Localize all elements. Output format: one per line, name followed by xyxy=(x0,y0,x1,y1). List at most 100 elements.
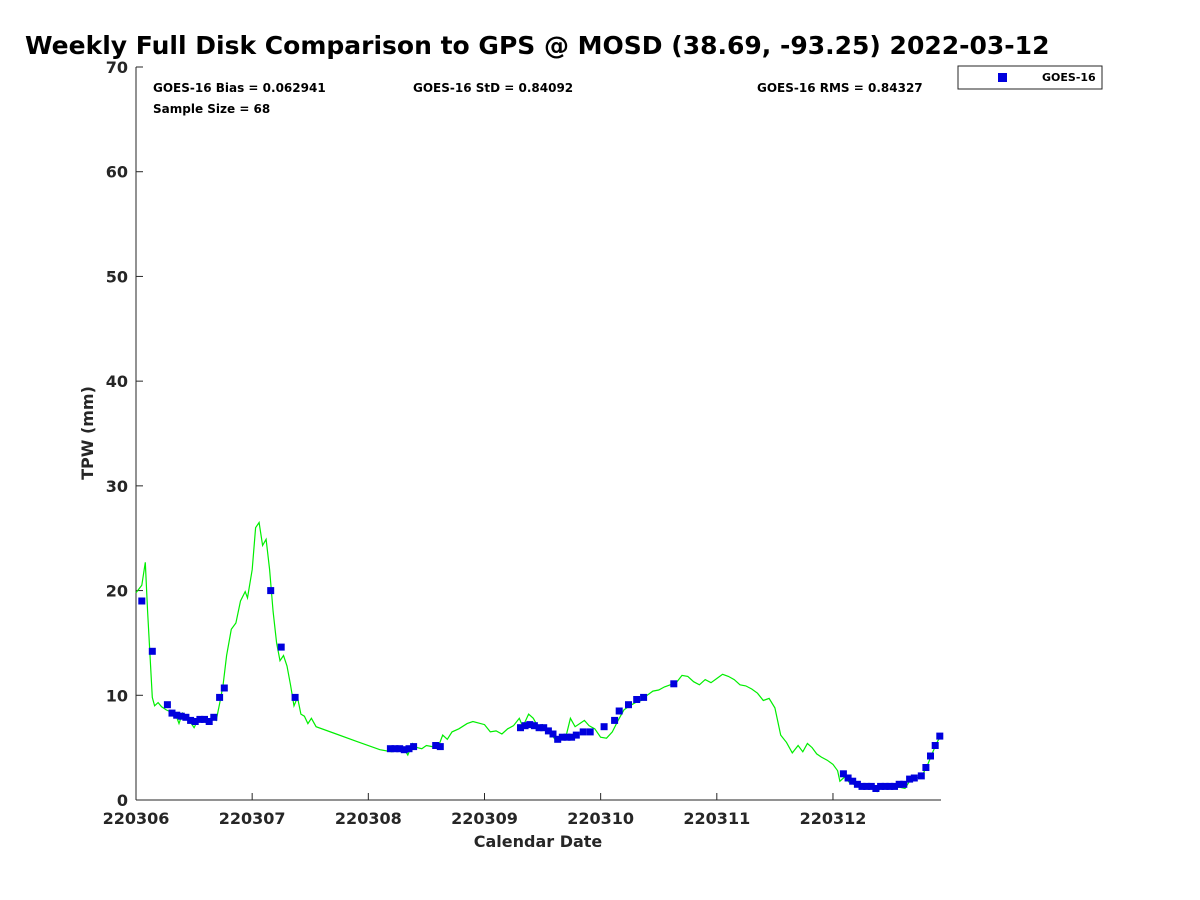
data-point xyxy=(544,727,552,735)
x-tick-label: 220310 xyxy=(567,809,634,828)
data-point xyxy=(917,772,925,780)
x-axis-label: Calendar Date xyxy=(474,832,603,851)
data-point xyxy=(640,693,648,701)
data-point xyxy=(277,643,285,651)
legend-marker xyxy=(998,73,1007,82)
data-point xyxy=(853,780,861,788)
data-point xyxy=(291,693,299,701)
goes16-marker-series xyxy=(138,587,944,792)
data-point xyxy=(201,715,208,723)
data-point xyxy=(549,730,557,738)
bias-stat: GOES-16 Bias = 0.062941 xyxy=(153,81,326,95)
data-point xyxy=(615,707,623,715)
data-point xyxy=(400,746,408,754)
data-point xyxy=(670,680,678,688)
data-point xyxy=(405,745,413,753)
plot-area xyxy=(135,67,941,801)
y-axis-label: TPW (mm) xyxy=(78,386,97,480)
data-point xyxy=(210,713,218,721)
data-point xyxy=(881,782,889,790)
data-point xyxy=(931,742,939,749)
y-tick-label: 70 xyxy=(106,58,128,77)
y-tick-label: 20 xyxy=(106,582,128,601)
data-point xyxy=(872,785,880,792)
data-point xyxy=(936,732,944,740)
data-point xyxy=(521,722,529,730)
data-point xyxy=(535,724,543,732)
data-point xyxy=(877,782,885,790)
data-point xyxy=(906,775,914,783)
data-point xyxy=(863,782,871,790)
legend: GOES-16 xyxy=(957,65,1103,90)
y-ticks: 0 10 20 30 40 50 60 70 xyxy=(106,58,143,810)
data-point xyxy=(187,716,195,724)
data-point xyxy=(849,777,857,785)
data-point xyxy=(267,587,275,595)
legend-label: GOES-16 xyxy=(1042,71,1096,84)
x-tick-label: 220306 xyxy=(103,809,170,828)
data-point xyxy=(922,764,930,771)
data-point xyxy=(148,647,156,655)
data-point xyxy=(611,716,619,724)
chart-title: Weekly Full Disk Comparison to GPS @ MOS… xyxy=(25,31,1049,60)
data-point xyxy=(839,770,847,778)
x-tick-label: 220307 xyxy=(219,809,286,828)
data-point xyxy=(563,733,571,741)
data-point xyxy=(396,745,404,753)
data-point xyxy=(558,733,566,741)
x-tick-label: 220308 xyxy=(335,809,402,828)
data-point xyxy=(138,597,146,605)
data-point xyxy=(927,752,934,760)
data-point xyxy=(182,713,190,721)
data-point xyxy=(554,735,562,743)
data-point xyxy=(177,712,185,720)
data-point xyxy=(530,722,538,730)
data-point xyxy=(191,718,199,725)
data-point xyxy=(867,782,875,790)
data-point xyxy=(517,724,524,732)
data-point xyxy=(572,731,580,739)
data-point xyxy=(895,780,903,788)
data-point xyxy=(633,696,641,703)
gps-tpw-line xyxy=(135,520,942,793)
data-point xyxy=(910,774,918,782)
y-tick-label: 60 xyxy=(106,163,128,182)
data-point xyxy=(900,780,908,788)
data-point xyxy=(844,774,852,782)
y-tick-label: 50 xyxy=(106,267,128,286)
data-point xyxy=(625,701,632,709)
data-point xyxy=(540,724,548,732)
y-tick-label: 30 xyxy=(106,477,128,496)
y-tick-label: 10 xyxy=(106,686,128,705)
data-point xyxy=(568,733,576,741)
x-tick-label: 220309 xyxy=(451,809,518,828)
data-point xyxy=(196,715,204,723)
y-tick-label: 40 xyxy=(106,372,128,391)
data-point xyxy=(410,743,418,751)
data-point xyxy=(432,742,440,749)
sample-size-stat: Sample Size = 68 xyxy=(153,102,270,116)
data-point xyxy=(858,782,866,790)
data-point xyxy=(891,782,898,790)
x-tick-label: 220312 xyxy=(800,809,867,828)
x-tick-label: 220311 xyxy=(683,809,750,828)
data-point xyxy=(586,728,594,736)
std-stat: GOES-16 StD = 0.84092 xyxy=(413,81,573,95)
data-point xyxy=(168,709,176,717)
data-point xyxy=(600,723,608,731)
rms-stat: GOES-16 RMS = 0.84327 xyxy=(757,81,923,95)
gps-line-series xyxy=(135,520,942,793)
x-ticks: 220306 220307 220308 220309 220310 220311 2203… xyxy=(103,793,867,828)
data-point xyxy=(526,721,534,729)
legend-box xyxy=(957,65,1103,90)
data-point xyxy=(216,693,224,701)
data-point xyxy=(391,745,399,753)
data-point xyxy=(579,728,587,736)
data-point xyxy=(220,684,228,692)
data-point xyxy=(436,743,444,751)
data-point xyxy=(163,701,171,709)
data-point xyxy=(173,711,181,719)
data-point xyxy=(205,718,213,725)
data-point xyxy=(386,745,394,753)
